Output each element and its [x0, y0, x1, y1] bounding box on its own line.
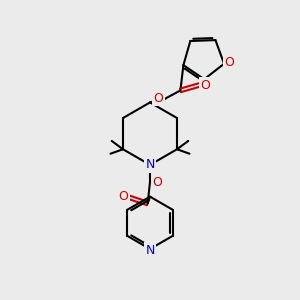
Text: O: O — [154, 92, 164, 105]
Text: O: O — [200, 79, 210, 92]
Text: O: O — [118, 190, 128, 202]
Text: O: O — [152, 176, 162, 189]
Text: O: O — [224, 56, 234, 69]
Text: N: N — [145, 158, 155, 171]
Text: N: N — [145, 244, 155, 257]
